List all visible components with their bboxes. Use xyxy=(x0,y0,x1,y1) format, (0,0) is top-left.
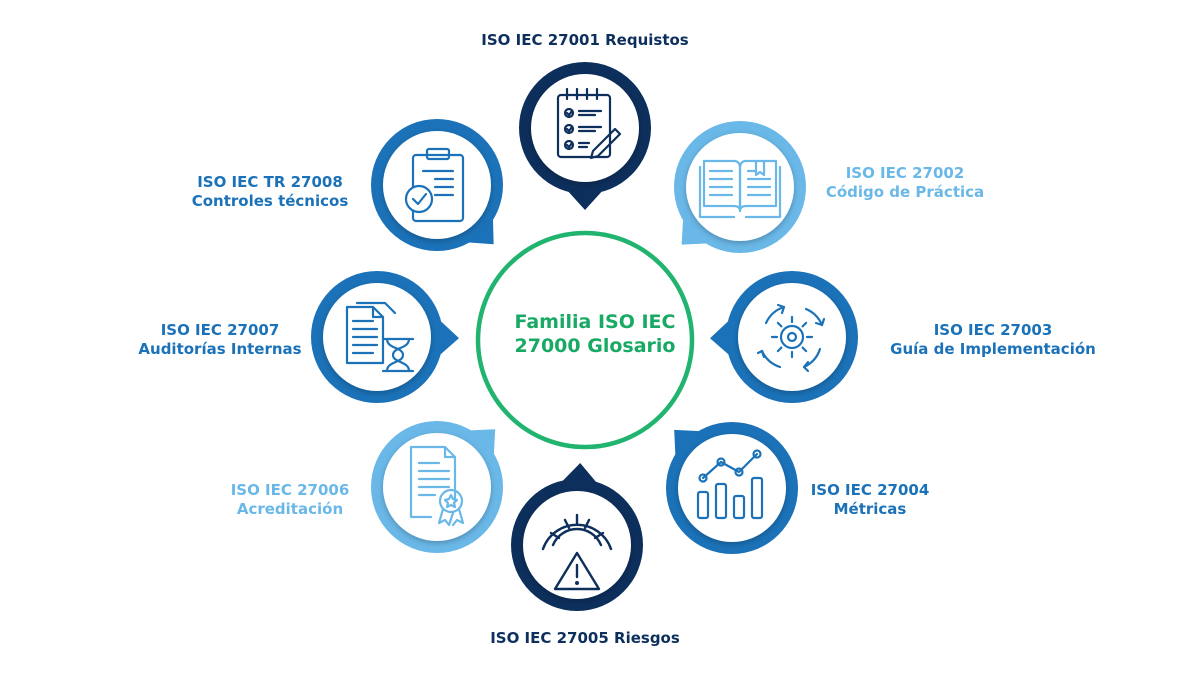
label-27008-line1: ISO IEC TR 27008 xyxy=(197,173,343,191)
bubble-inner xyxy=(523,491,631,599)
label-27007-line2: Auditorías Internas xyxy=(138,340,302,358)
label-27003: ISO IEC 27003 Guía de Implementación xyxy=(873,321,1113,359)
gear-cycle-icon xyxy=(756,303,826,373)
risk-gauge-icon xyxy=(541,513,613,591)
node-bubble-27005 xyxy=(511,463,643,611)
bubble-pointer xyxy=(710,318,732,357)
label-27008-line2: Controles técnicos xyxy=(191,192,349,210)
bubble-pointer xyxy=(437,318,459,357)
bubble-inner xyxy=(738,283,846,391)
checklist-icon xyxy=(556,87,622,160)
node-bubble-27001 xyxy=(519,62,651,210)
clipboard-check-icon xyxy=(404,147,465,223)
open-book-icon xyxy=(698,159,782,219)
bar-chart-icon xyxy=(696,449,764,520)
label-27006-line2: Acreditación xyxy=(236,500,344,518)
label-27007-line1: ISO IEC 27007 xyxy=(160,321,280,339)
label-27008: ISO IEC TR 27008 Controles técnicos xyxy=(175,173,365,211)
label-27001-line1: ISO IEC 27001 Requistos xyxy=(481,31,689,49)
node-bubble-27003 xyxy=(710,271,858,403)
label-27006-line1: ISO IEC 27006 xyxy=(230,481,350,499)
label-27006: ISO IEC 27006 Acreditación xyxy=(210,481,370,519)
certificate-icon xyxy=(409,445,465,527)
label-27002-line1: ISO IEC 27002 xyxy=(845,164,965,182)
label-27007: ISO IEC 27007 Auditorías Internas xyxy=(125,321,315,359)
label-27005: ISO IEC 27005 Riesgos xyxy=(450,629,720,648)
audit-documents-icon xyxy=(345,301,415,373)
label-27004-line2: Métricas xyxy=(833,500,907,518)
center-circle xyxy=(475,230,695,450)
label-27004-line1: ISO IEC 27004 xyxy=(810,481,930,499)
label-27002: ISO IEC 27002 Código de Práctica xyxy=(800,164,1010,202)
label-27001: ISO IEC 27001 Requistos xyxy=(450,31,720,50)
center-title-line1: Familia ISO IEC xyxy=(514,311,676,333)
label-27003-line2: Guía de Implementación xyxy=(890,340,1096,358)
bubble-inner xyxy=(678,434,786,542)
label-27002-line2: Código de Práctica xyxy=(825,183,985,201)
bubble-pointer xyxy=(560,463,599,485)
label-27005-line1: ISO IEC 27005 Riesgos xyxy=(490,629,680,647)
label-27004: ISO IEC 27004 Métricas xyxy=(795,481,945,519)
label-27003-line1: ISO IEC 27003 xyxy=(933,321,1053,339)
center-title-line2: 27000 Glosario xyxy=(514,335,676,357)
node-bubble-27007 xyxy=(311,271,459,403)
bubble-inner xyxy=(383,131,491,239)
bubble-pointer xyxy=(566,189,604,210)
center-title: Familia ISO IEC 27000 Glosario xyxy=(475,310,715,358)
node-bubble-27008 xyxy=(371,119,503,251)
node-bubble-27004 xyxy=(666,422,798,554)
